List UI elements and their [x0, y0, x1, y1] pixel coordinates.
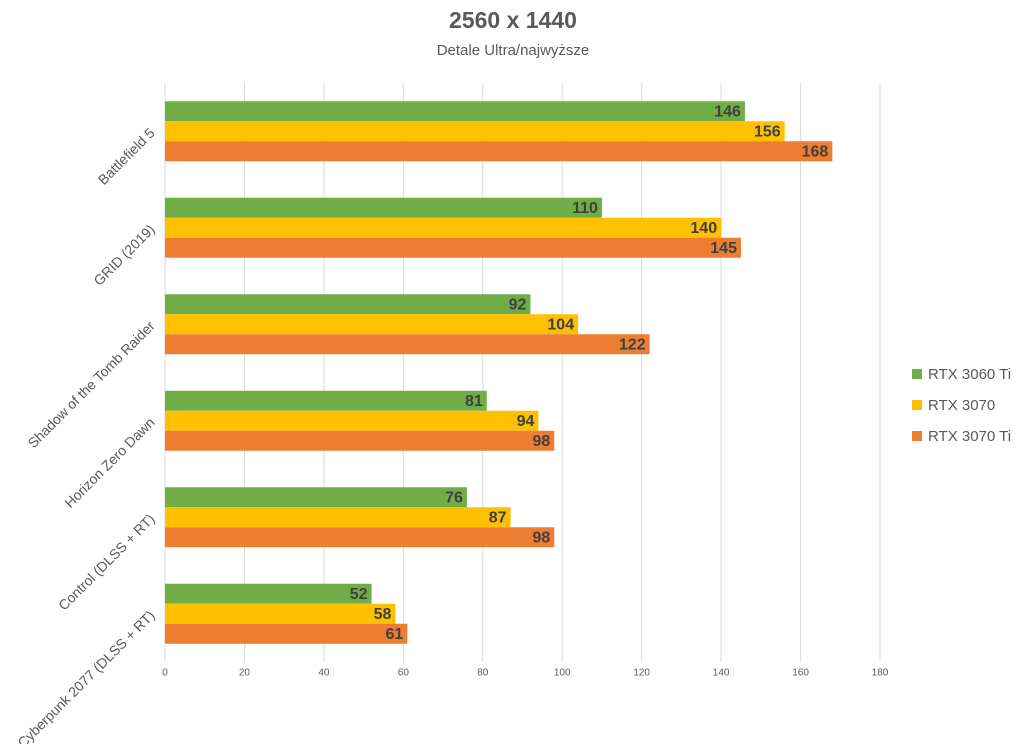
bar — [165, 390, 487, 411]
data-label: 87 — [489, 509, 507, 526]
bar — [165, 410, 539, 431]
data-label: 94 — [517, 413, 535, 430]
data-label: 110 — [572, 200, 598, 217]
y-tick-label: Cyberpunk 2077 (DLSS + RT) — [14, 607, 157, 744]
chart-subtitle: Detale Ultra/najwyższe — [437, 42, 590, 59]
bar — [165, 121, 785, 142]
bar — [165, 583, 372, 604]
bar — [165, 527, 555, 548]
legend-label: RTX 3060 Ti — [928, 366, 1011, 383]
x-tick-label: 180 — [872, 668, 889, 679]
data-label: 145 — [710, 240, 737, 257]
x-tick-label: 120 — [633, 668, 650, 679]
data-label: 92 — [509, 296, 527, 313]
bar — [165, 237, 741, 258]
data-label: 168 — [802, 143, 829, 160]
bar — [165, 197, 602, 218]
bar — [165, 623, 408, 644]
x-tick-label: 20 — [239, 668, 251, 679]
data-label: 76 — [445, 489, 463, 506]
data-label: 122 — [619, 336, 646, 353]
bar — [165, 101, 745, 122]
data-label: 61 — [386, 626, 404, 643]
y-tick-label: GRID (2019) — [90, 221, 157, 288]
data-label: 146 — [714, 103, 741, 120]
y-tick-label: Battlefield 5 — [95, 125, 158, 188]
data-label: 98 — [532, 529, 550, 546]
legend-label: RTX 3070 — [928, 397, 995, 414]
data-label: 156 — [754, 123, 781, 140]
y-tick-label: Control (DLSS + RT) — [55, 511, 158, 614]
bar — [165, 294, 531, 315]
bar — [165, 217, 722, 238]
data-label: 140 — [690, 220, 717, 237]
bar — [165, 314, 579, 335]
x-tick-label: 60 — [398, 668, 410, 679]
legend-swatch — [912, 369, 922, 379]
chart-title: 2560 x 1440 — [449, 7, 577, 33]
x-tick-label: 160 — [792, 668, 809, 679]
x-tick-label: 100 — [554, 668, 571, 679]
bar — [165, 334, 650, 355]
data-label: 58 — [374, 606, 392, 623]
legend-swatch — [912, 431, 922, 441]
data-label: 81 — [465, 393, 483, 410]
data-label: 104 — [547, 316, 574, 333]
x-tick-label: 0 — [162, 668, 168, 679]
bar — [165, 141, 833, 162]
bar — [165, 603, 396, 624]
data-label: 52 — [350, 586, 368, 603]
legend-swatch — [912, 400, 922, 410]
bar — [165, 430, 555, 451]
legend-label: RTX 3070 Ti — [928, 428, 1011, 445]
bar — [165, 487, 467, 508]
y-tick-label: Horizon Zero Dawn — [61, 414, 158, 511]
data-label: 98 — [532, 433, 550, 450]
bar — [165, 507, 511, 528]
x-tick-label: 140 — [713, 668, 730, 679]
x-tick-label: 80 — [477, 668, 489, 679]
x-tick-label: 40 — [318, 668, 330, 679]
